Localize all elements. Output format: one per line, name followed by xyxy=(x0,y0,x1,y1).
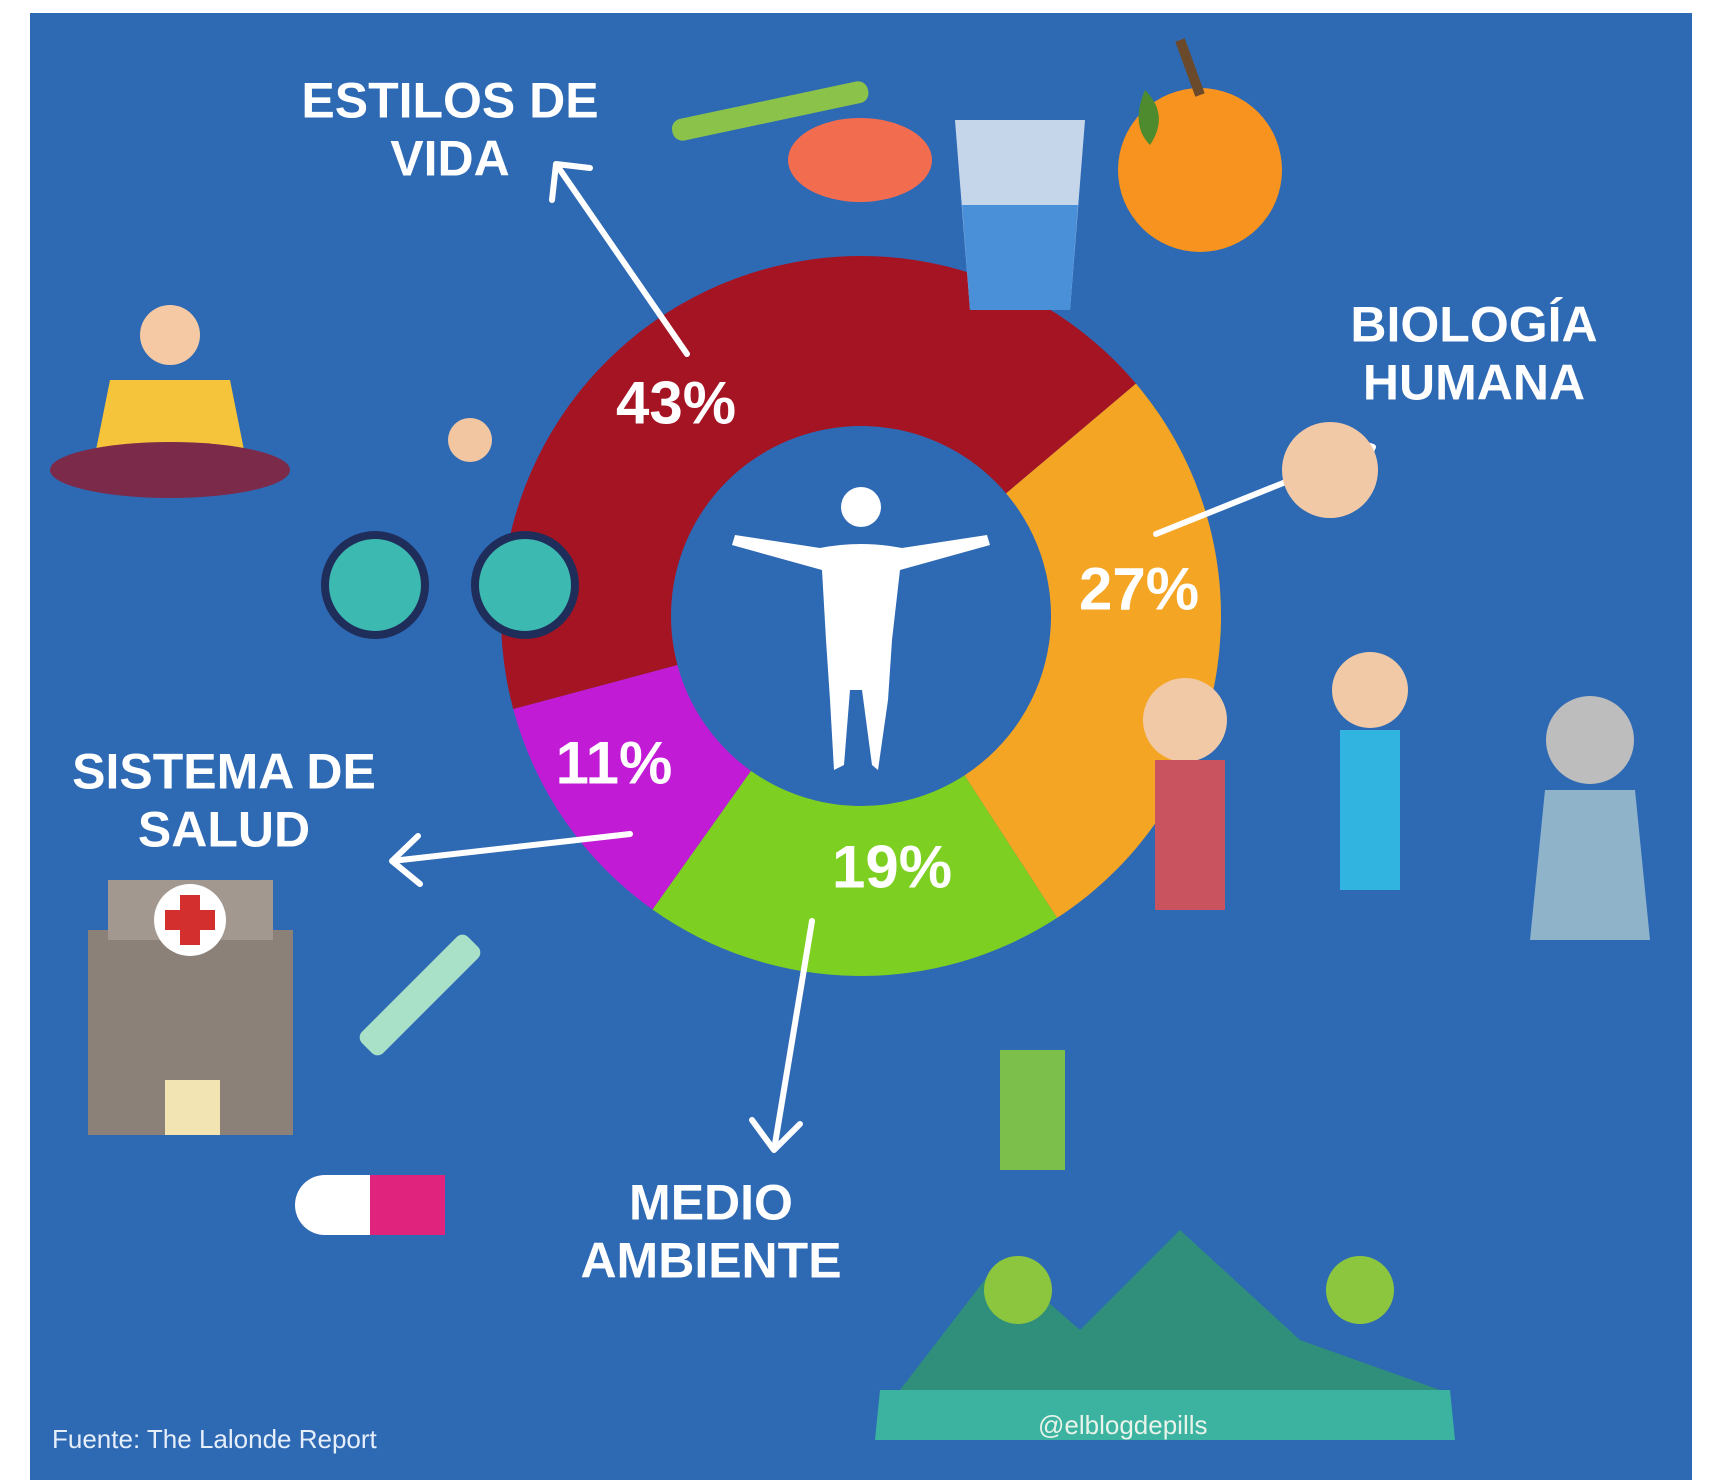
source-note: Fuente: The Lalonde Report xyxy=(52,1424,377,1455)
infographic: Fuente: The Lalonde Report @elblogdepill… xyxy=(0,0,1710,1480)
category-label: MEDIO AMBIENTE xyxy=(580,1175,841,1290)
category-label: BIOLOGÍA HUMANA xyxy=(1350,297,1597,412)
watermark: @elblogdepills xyxy=(1038,1410,1208,1441)
chart xyxy=(0,0,1710,1480)
category-label: ESTILOS DE VIDA xyxy=(301,73,598,188)
value-label: 27% xyxy=(1079,555,1199,624)
value-label: 19% xyxy=(832,833,952,902)
value-label: 11% xyxy=(556,729,673,798)
category-label: SISTEMA DE SALUD xyxy=(72,744,376,859)
value-label: 43% xyxy=(616,369,736,438)
